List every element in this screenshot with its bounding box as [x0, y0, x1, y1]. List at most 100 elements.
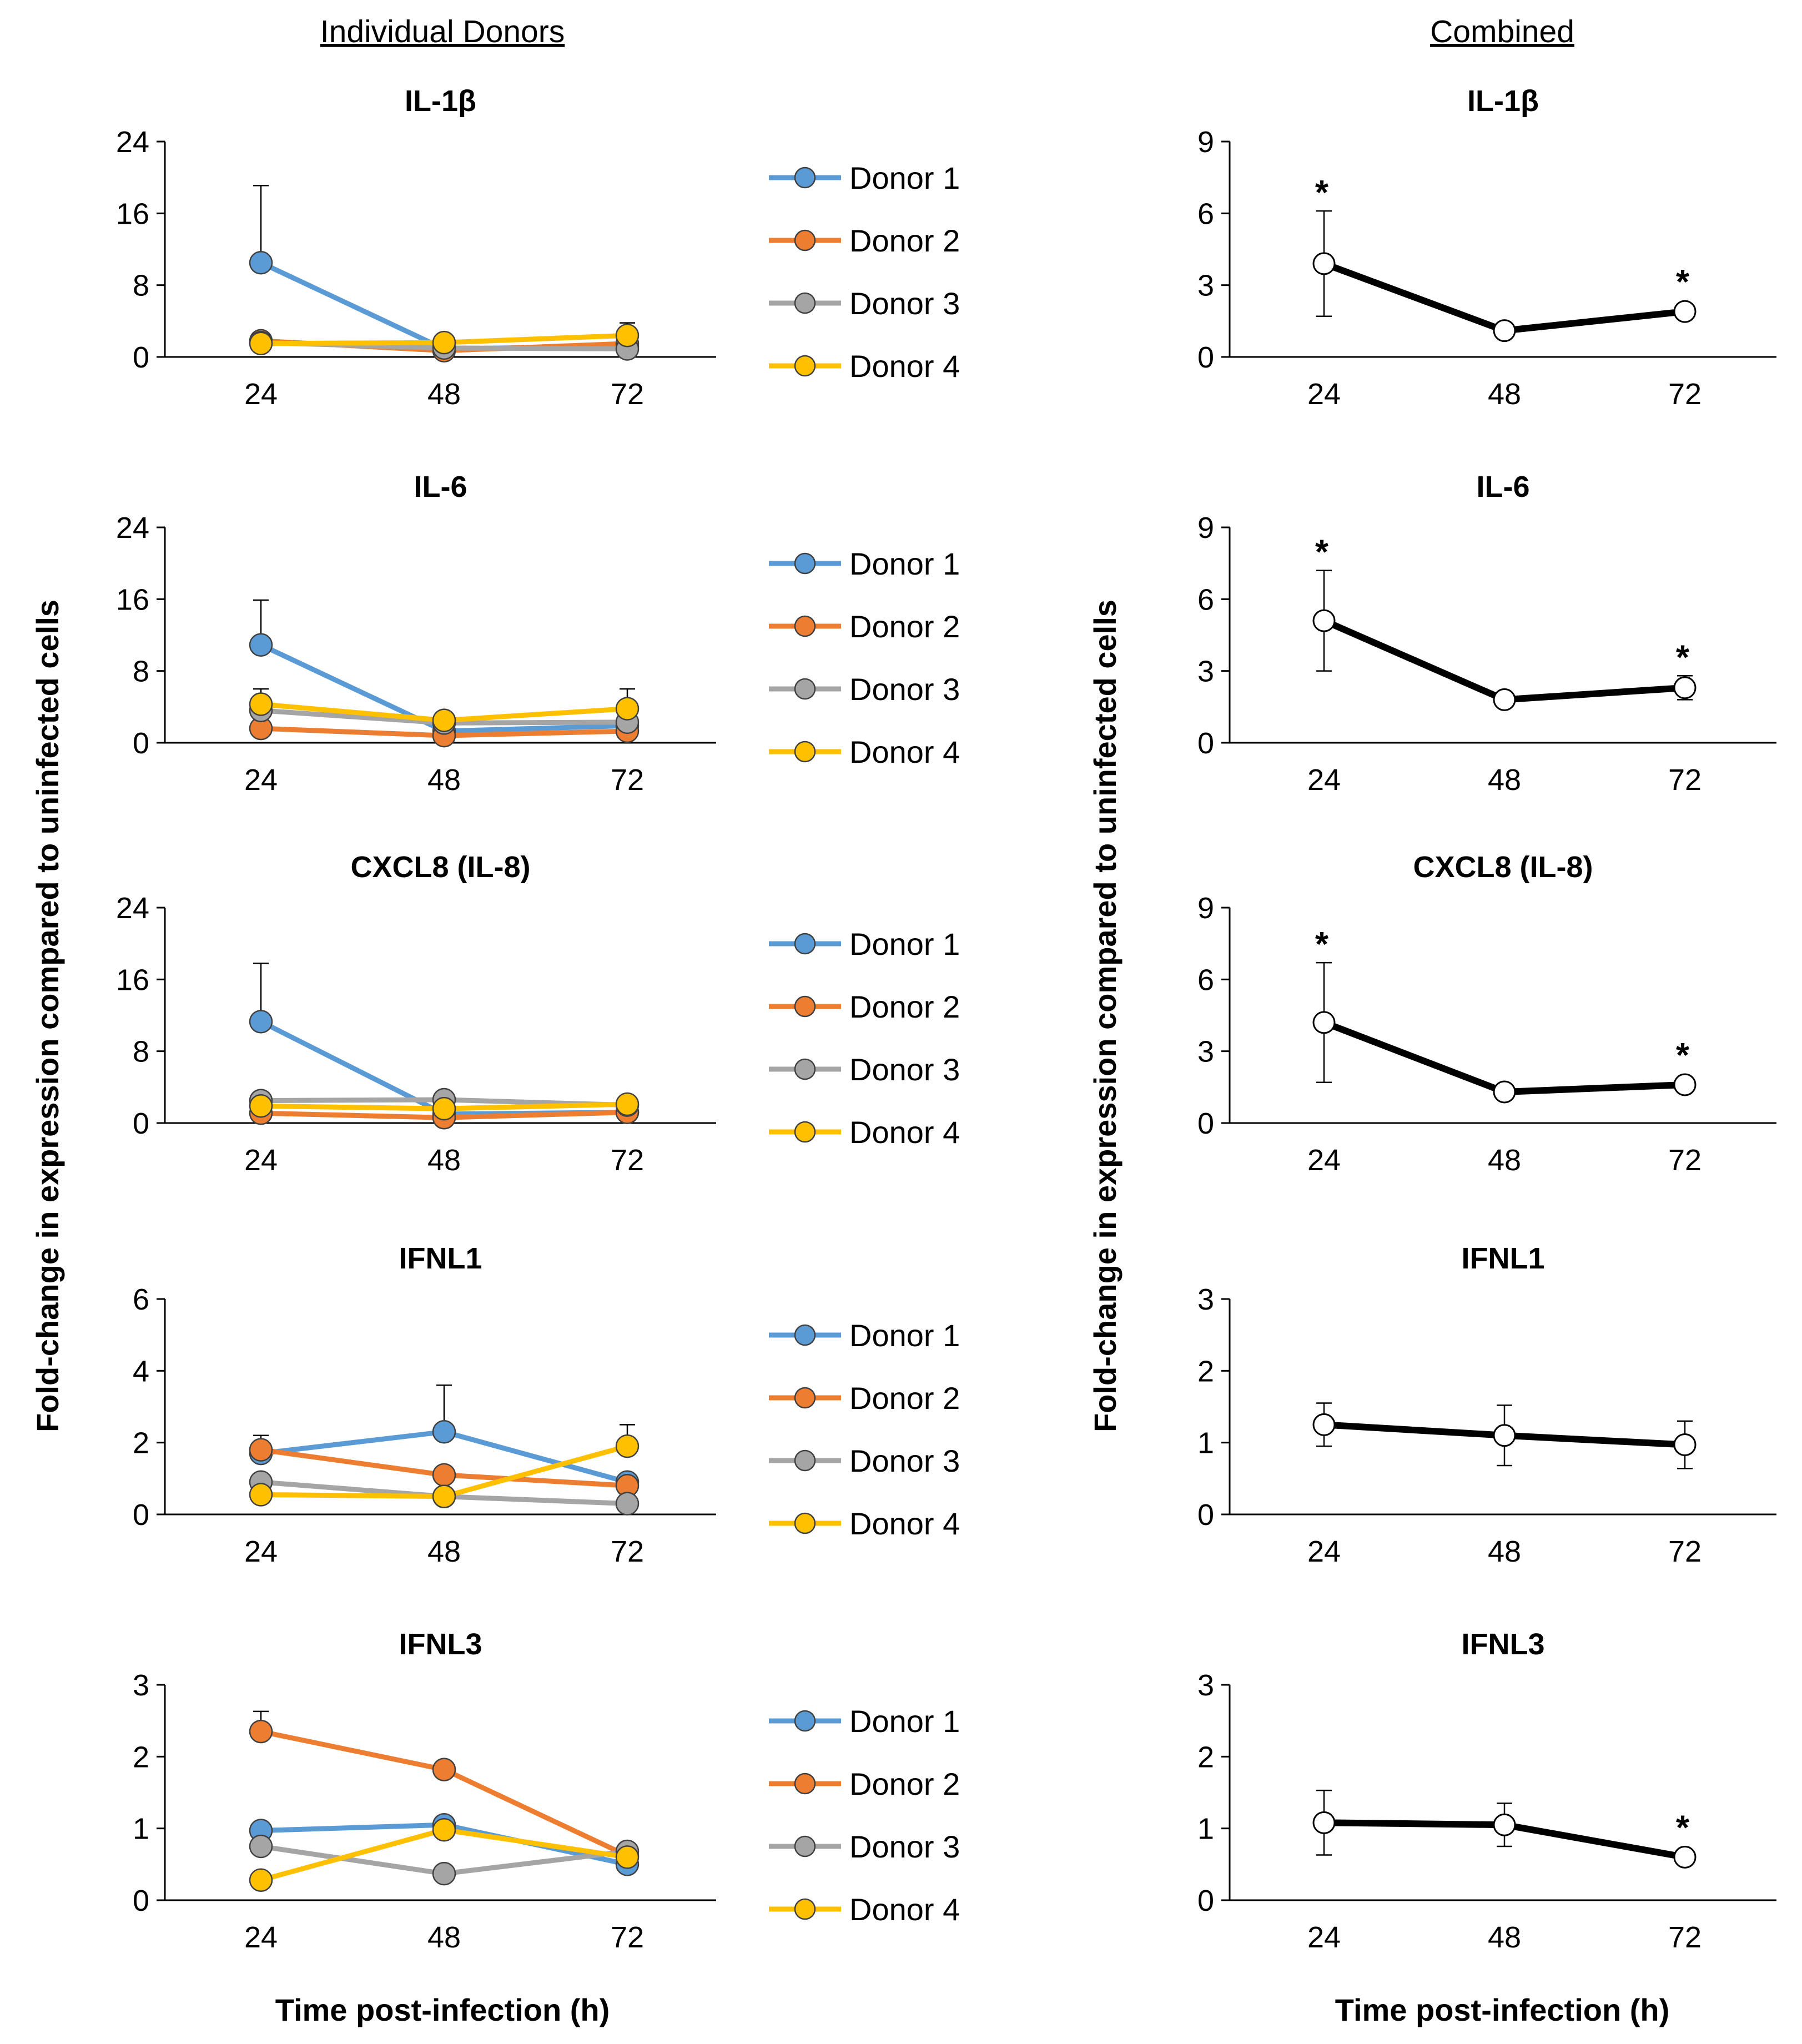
- y-tick-label: 6: [133, 1283, 149, 1316]
- series-donor-4: [249, 322, 640, 355]
- x-tick-label: 72: [611, 1535, 644, 1568]
- y-tick-label: 9: [1197, 892, 1214, 925]
- data-point: [432, 330, 456, 355]
- legend-swatch-marker: [794, 1449, 816, 1472]
- x-tick-label: 24: [244, 1921, 278, 1954]
- x-tick-label: 48: [1488, 377, 1521, 411]
- chart-title: IL-1β: [405, 84, 476, 118]
- data-point: [615, 697, 640, 721]
- data-point: [1493, 319, 1516, 343]
- x-tick-label: 72: [611, 763, 644, 797]
- legend-label: Donor 1: [849, 160, 960, 195]
- legend-item-donor-3: Donor 3: [769, 1443, 960, 1478]
- y-tick-label: 8: [133, 269, 149, 303]
- significance-star: *: [1676, 1036, 1690, 1075]
- legend-swatch-marker: [794, 552, 816, 575]
- legend-label: Donor 4: [849, 1115, 960, 1150]
- y-tick-label: 2: [133, 1740, 149, 1774]
- y-tick-label: 8: [133, 655, 149, 688]
- legend: Donor 1 Donor 2 Donor 3 Donor 4: [769, 546, 960, 769]
- series-donor-4: [249, 1424, 640, 1508]
- data-point: [1673, 1073, 1697, 1096]
- y-tick-label: 16: [116, 963, 149, 996]
- x-tick-label: 48: [427, 1535, 461, 1568]
- x-tick-label: 24: [244, 1144, 278, 1177]
- data-point: [1312, 609, 1336, 632]
- y-axis-label-right: Fold-change in expression compared to un…: [1088, 600, 1123, 1432]
- legend-label: Donor 1: [849, 1704, 960, 1739]
- legend-label: Donor 2: [849, 989, 960, 1024]
- x-tick-label: 24: [1307, 1144, 1341, 1177]
- legend: Donor 1 Donor 2 Donor 3 Donor 4: [769, 160, 960, 384]
- x-tick-label: 24: [244, 763, 278, 797]
- data-point: [249, 331, 273, 355]
- data-point: [1493, 1424, 1516, 1447]
- x-tick-label: 48: [1488, 1921, 1521, 1954]
- chart-title: IFNL1: [399, 1242, 482, 1275]
- data-point: [615, 1092, 640, 1116]
- y-tick-label: 0: [133, 727, 149, 760]
- x-tick-label: 48: [427, 1144, 461, 1177]
- legend-swatch-marker: [794, 1324, 816, 1346]
- legend-label: Donor 3: [849, 286, 960, 321]
- y-tick-label: 0: [1197, 1884, 1214, 1917]
- x-tick-label: 24: [244, 1535, 278, 1568]
- y-tick-label: 0: [133, 1884, 149, 1917]
- y-tick-label: 9: [1197, 125, 1214, 159]
- series-donor-4: [249, 688, 640, 732]
- significance-star: *: [1315, 533, 1329, 572]
- x-tick-label: 72: [1668, 763, 1702, 797]
- series-combined: **: [1312, 174, 1697, 343]
- legend-item-donor-2: Donor 2: [769, 223, 960, 258]
- chart-title: IFNL3: [399, 1628, 482, 1661]
- legend-swatch-marker: [794, 1710, 816, 1732]
- y-tick-label: 3: [1197, 1283, 1214, 1316]
- legend-label: Donor 4: [849, 1506, 960, 1541]
- chart-title: CXCL8 (IL-8): [351, 850, 531, 884]
- chart-title: IFNL1: [1461, 1242, 1544, 1275]
- y-tick-label: 2: [1197, 1740, 1214, 1774]
- y-tick-label: 6: [1197, 963, 1214, 996]
- data-point: [615, 323, 640, 348]
- x-tick-label: 48: [427, 1921, 461, 1954]
- chart-title: IL-6: [1476, 470, 1529, 504]
- legend: Donor 1 Donor 2 Donor 3 Donor 4: [769, 927, 960, 1150]
- legend-item-donor-1: Donor 1: [769, 1704, 960, 1739]
- legend-label: Donor 2: [849, 1381, 960, 1416]
- legend-item-donor-1: Donor 1: [769, 927, 960, 961]
- x-axis-label-left: Time post-infection (h): [275, 1992, 610, 2027]
- chart-title: IL-6: [414, 470, 467, 504]
- data-point: [1312, 1811, 1336, 1834]
- x-tick-label: 48: [1488, 1535, 1521, 1568]
- x-axis-label-right: Time post-infection (h): [1335, 1992, 1670, 2027]
- legend-label: Donor 1: [849, 1318, 960, 1353]
- legend-item-donor-1: Donor 1: [769, 160, 960, 195]
- data-point: [615, 1434, 640, 1458]
- series-combined: **: [1312, 925, 1697, 1104]
- legend-swatch-marker: [794, 933, 816, 955]
- legend-swatch-marker: [794, 995, 816, 1018]
- data-point: [249, 1010, 273, 1034]
- y-tick-label: 0: [1197, 1107, 1214, 1140]
- data-point: [432, 1861, 456, 1886]
- significance-star: *: [1676, 1809, 1690, 1847]
- legend-item-donor-3: Donor 3: [769, 1829, 960, 1864]
- x-tick-label: 24: [244, 377, 278, 411]
- series-donor-2: [249, 1434, 640, 1498]
- y-tick-label: 0: [1197, 341, 1214, 374]
- series-donor-4: [249, 1092, 640, 1121]
- legend-item-donor-3: Donor 3: [769, 1052, 960, 1087]
- chart-combined-ifnl1: IFNL1 0 1 2 3 24 48 72: [1197, 1242, 1776, 1568]
- legend-item-donor-2: Donor 2: [769, 989, 960, 1024]
- data-point: [432, 1818, 456, 1842]
- series-combined: *: [1312, 1789, 1697, 1869]
- x-tick-label: 72: [1668, 1921, 1702, 1954]
- y-tick-label: 2: [133, 1427, 149, 1460]
- y-tick-label: 0: [133, 341, 149, 374]
- legend: Donor 1 Donor 2 Donor 3 Donor 4: [769, 1704, 960, 1927]
- legend-label: Donor 4: [849, 734, 960, 769]
